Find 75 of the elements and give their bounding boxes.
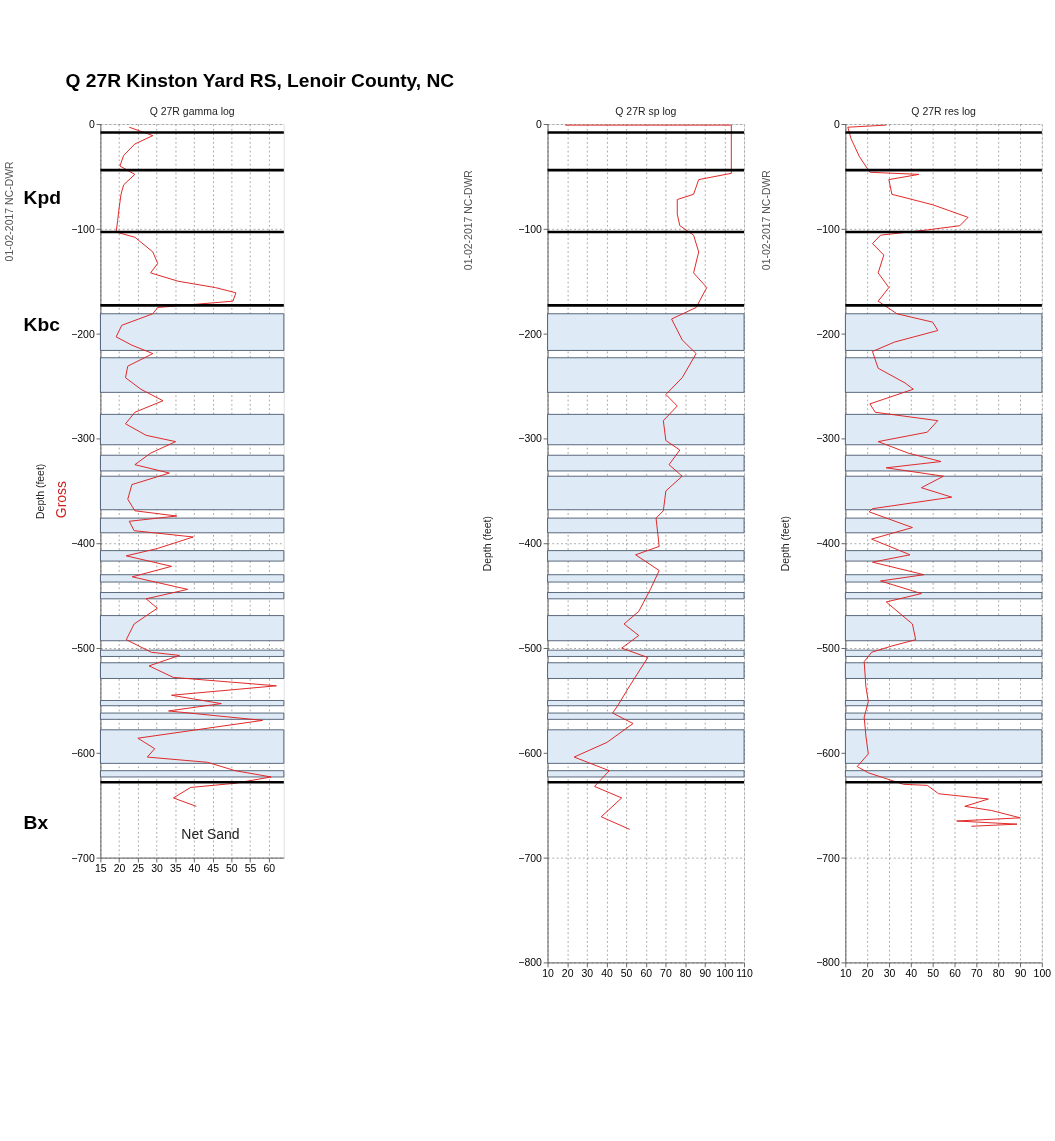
y-tick-label: 0 — [88, 119, 95, 130]
y-tick-label: −300 — [518, 433, 543, 445]
y-tick-label: −200 — [518, 328, 543, 340]
x-tick-label: 90 — [699, 967, 712, 979]
y-axis-title: Depth (feet) — [780, 516, 792, 572]
y-tick-label: −600 — [518, 747, 543, 759]
y-tick-label: −500 — [518, 643, 543, 655]
x-tick-label: 40 — [601, 967, 613, 979]
y-tick-label: −700 — [816, 852, 840, 864]
x-tick-label: 10 — [542, 967, 555, 979]
y-tick-label: −400 — [816, 538, 840, 550]
text: Gross — [53, 480, 70, 519]
x-tick-label: 30 — [883, 967, 896, 979]
x-tick-label: 35 — [169, 863, 182, 875]
y-tick-label: −800 — [518, 957, 543, 969]
x-tick-label: 100 — [1033, 967, 1052, 979]
chart-subtitle: Q 27R sp log — [615, 106, 677, 118]
y-tick-label: −100 — [518, 223, 543, 235]
x-tick-label: 50 — [620, 967, 633, 979]
x-tick-label: 10 — [840, 967, 852, 979]
x-tick-label: 110 — [736, 967, 754, 979]
y-tick-label: −200 — [816, 328, 840, 340]
y-tick-label: −100 — [816, 223, 840, 235]
line-series — [847, 124, 1021, 827]
x-tick-label: 70 — [660, 967, 672, 979]
chart-subtitle: Q 27R gamma log — [149, 106, 235, 118]
y-tick-label: 0 — [536, 119, 543, 130]
y-axis-title: Depth (feet) — [35, 463, 47, 519]
text: Kpd — [23, 186, 61, 208]
annotation: Net Sand — [181, 826, 240, 843]
y-tick-label: −700 — [518, 852, 543, 864]
line-series — [115, 126, 277, 807]
y-tick-label: −500 — [816, 643, 840, 655]
x-tick-label: 90 — [1014, 967, 1027, 979]
chart-title: Q 27R Kinston Yard RS, Lenoir County, NC — [65, 69, 455, 91]
x-tick-label: 20 — [113, 863, 126, 875]
text: 01-02-2017 NC-DWR — [463, 169, 475, 271]
x-tick-label: 50 — [927, 967, 940, 979]
text: 01-02-2017 NC-DWR — [4, 160, 16, 262]
y-axis-title: Depth (feet) — [482, 516, 494, 572]
y-tick-label: −400 — [518, 538, 543, 550]
x-tick-label: 30 — [581, 967, 594, 979]
x-tick-label: 15 — [95, 863, 107, 875]
x-tick-label: 60 — [949, 967, 961, 979]
y-tick-label: −600 — [816, 747, 840, 759]
y-tick-label: −200 — [71, 328, 95, 340]
y-tick-label: −600 — [71, 747, 95, 759]
x-tick-label: 100 — [716, 967, 734, 979]
x-tick-label: 25 — [132, 863, 145, 875]
x-tick-label: 80 — [679, 967, 692, 979]
y-tick-label: −800 — [816, 957, 840, 969]
text: 01-02-2017 NC-DWR — [761, 169, 773, 271]
y-tick-label: −500 — [71, 643, 95, 655]
x-tick-label: 50 — [226, 863, 238, 875]
x-tick-label: 55 — [244, 863, 257, 875]
y-tick-label: −400 — [71, 538, 95, 550]
chart-subtitle: Q 27R res log — [911, 106, 977, 118]
y-tick-label: −100 — [71, 223, 95, 235]
text: Kbc — [23, 314, 61, 336]
y-tick-label: −700 — [71, 852, 95, 864]
x-tick-label: 70 — [971, 967, 983, 979]
x-tick-label: 20 — [561, 967, 574, 979]
x-tick-label: 30 — [151, 863, 164, 875]
x-tick-label: 20 — [861, 967, 874, 979]
x-tick-label: 40 — [188, 863, 201, 875]
text: Bx — [23, 811, 49, 833]
line-series — [564, 124, 732, 830]
x-tick-label: 45 — [207, 863, 220, 875]
y-tick-label: −300 — [816, 433, 840, 445]
y-tick-label: 0 — [833, 119, 840, 130]
x-tick-label: 60 — [263, 863, 276, 875]
x-tick-label: 80 — [992, 967, 1005, 979]
x-tick-label: 40 — [905, 967, 918, 979]
y-tick-label: −300 — [71, 433, 95, 445]
x-tick-label: 60 — [640, 967, 653, 979]
